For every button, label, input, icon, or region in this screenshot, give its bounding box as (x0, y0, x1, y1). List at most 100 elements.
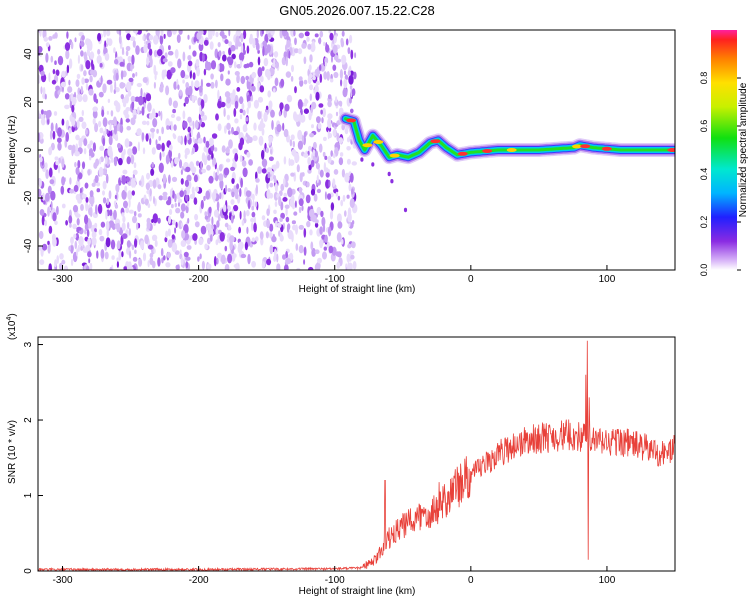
noise-blob (199, 104, 202, 115)
noise-blob (343, 78, 348, 89)
noise-blob (131, 190, 135, 196)
noise-blob (220, 191, 224, 200)
noise-blob (81, 77, 85, 85)
noise-blob (171, 114, 175, 118)
noise-blob (149, 252, 154, 259)
noise-blob (99, 127, 104, 134)
ridge-scatter-blob (387, 171, 391, 177)
noise-blob (77, 54, 80, 64)
noise-blob (73, 184, 79, 193)
noise-blob (208, 137, 214, 147)
noise-blob (292, 140, 295, 148)
noise-blob (132, 169, 138, 175)
noise-blob (293, 30, 296, 37)
noise-blob (301, 205, 304, 212)
noise-blob (187, 116, 192, 123)
noise-blob (69, 189, 75, 194)
noise-blob (104, 52, 110, 61)
noise-blob (45, 192, 50, 202)
noise-blob (350, 254, 355, 260)
noise-blob (50, 55, 54, 63)
noise-blob (160, 110, 163, 121)
noise-blob (153, 248, 156, 254)
noise-blob (69, 177, 72, 185)
snr-y-multiplier: (x104) (6, 313, 18, 340)
noise-blob (330, 202, 335, 211)
colorbar-label: Normalized spectral amplitude (738, 82, 749, 217)
noise-blob (247, 199, 251, 210)
noise-blob (90, 69, 95, 76)
noise-blob (251, 71, 257, 79)
noise-blob (129, 36, 136, 41)
noise-blob (159, 34, 164, 45)
noise-blob (174, 49, 179, 59)
noise-blob (330, 78, 334, 83)
noise-blob (121, 46, 125, 55)
noise-blob (104, 251, 109, 260)
spectrogram-y-tick-label: -20 (23, 190, 34, 205)
noise-blob (47, 185, 52, 195)
noise-blob (109, 83, 113, 93)
noise-blob (174, 250, 180, 255)
noise-blob (346, 146, 351, 151)
noise-blob (40, 117, 46, 126)
noise-blob (195, 160, 200, 167)
noise-blob (57, 55, 64, 66)
noise-blob (239, 108, 243, 114)
noise-blob (310, 188, 316, 196)
noise-blob (326, 71, 330, 81)
noise-blob (207, 154, 211, 161)
noise-blob (298, 245, 304, 254)
noise-blob (162, 195, 168, 201)
noise-blob (241, 219, 245, 226)
noise-blob (68, 215, 73, 224)
noise-blob (168, 215, 171, 225)
colorbar-tick-label: 0.2 (699, 216, 709, 229)
noise-blob (65, 132, 69, 142)
noise-blob (255, 178, 260, 183)
noise-blob (187, 133, 190, 141)
noise-blob (252, 193, 255, 201)
noise-blob (126, 156, 131, 165)
noise-blob (277, 222, 282, 229)
noise-blob (198, 113, 201, 121)
noise-blob (42, 192, 45, 201)
noise-blob (98, 166, 104, 177)
noise-blob (266, 218, 270, 229)
noise-blob (283, 128, 289, 138)
snr-y-axis-label: SNR (10 * v/v) (7, 420, 18, 484)
noise-blob (197, 256, 200, 262)
noise-blob (106, 228, 110, 237)
noise-blob (282, 197, 288, 202)
noise-blob (75, 79, 80, 87)
noise-blob (156, 143, 162, 150)
noise-blob (208, 206, 212, 214)
noise-blob (228, 130, 231, 135)
noise-blob (296, 267, 301, 270)
noise-blob (119, 61, 125, 67)
figure-title: GN05.2026.007.15.22.C28 (279, 3, 434, 18)
noise-blob (269, 182, 274, 188)
noise-blob (351, 188, 354, 195)
noise-blob (227, 70, 230, 75)
noise-blob (212, 157, 217, 166)
noise-blob (127, 190, 133, 201)
noise-blob (44, 219, 48, 227)
noise-blob (257, 56, 261, 66)
noise-blob (81, 35, 85, 41)
noise-blob (165, 230, 169, 238)
noise-blob (192, 72, 196, 80)
noise-blob (184, 135, 187, 146)
colorbar-tick-label: 0.0 (699, 264, 709, 277)
noise-blob (206, 263, 212, 270)
noise-blob (121, 175, 127, 185)
noise-blob (335, 191, 339, 197)
noise-blob (340, 199, 344, 207)
noise-blob (306, 181, 310, 188)
noise-blob (297, 129, 303, 141)
noise-blob (255, 184, 258, 195)
noise-blob (224, 125, 227, 134)
noise-blob (125, 45, 131, 52)
noise-blob (203, 155, 208, 166)
noise-blob (52, 130, 56, 140)
